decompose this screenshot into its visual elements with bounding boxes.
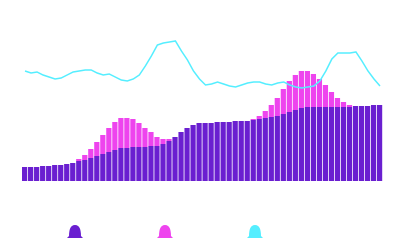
bar (106, 152, 112, 181)
bar (262, 118, 268, 181)
bar (346, 105, 353, 107)
bar (58, 165, 64, 181)
bar (268, 117, 274, 181)
bar (364, 106, 371, 181)
bar (334, 98, 341, 107)
bar (106, 128, 112, 152)
bar (292, 110, 298, 181)
bar (88, 149, 94, 158)
bar (298, 71, 304, 108)
bar (64, 164, 70, 181)
bar (118, 118, 124, 148)
bar (118, 148, 124, 181)
bar (76, 159, 82, 161)
bar (376, 105, 383, 181)
bar (184, 128, 190, 181)
bar (136, 147, 142, 181)
bar (100, 135, 106, 154)
bar (52, 165, 58, 181)
bar (310, 74, 317, 107)
bar (178, 132, 184, 181)
bar (124, 118, 130, 148)
bar (88, 158, 94, 181)
bar (310, 107, 317, 181)
bar (340, 102, 347, 107)
bar (370, 105, 377, 181)
bar (166, 139, 172, 141)
bar (274, 116, 280, 181)
bar (244, 121, 250, 181)
bar (334, 107, 341, 181)
bar (166, 141, 172, 181)
bar (286, 112, 292, 181)
bar (358, 106, 365, 181)
bar (292, 75, 298, 110)
bar (82, 155, 88, 160)
bar (316, 107, 323, 181)
bar (190, 125, 196, 181)
bar (28, 167, 34, 181)
bar (154, 137, 160, 146)
bar (328, 92, 335, 107)
bar (22, 167, 28, 181)
bar (70, 163, 76, 181)
bar (130, 147, 136, 181)
bar (232, 121, 238, 181)
line (24, 40, 381, 89)
bar (226, 122, 232, 181)
bar (142, 128, 148, 147)
bar (100, 154, 106, 181)
bar (346, 107, 353, 181)
bar (136, 123, 142, 147)
bar (46, 166, 52, 181)
bar (322, 107, 329, 181)
bar (112, 150, 118, 181)
bar (220, 122, 226, 181)
bar (40, 166, 46, 181)
bar (160, 144, 166, 181)
bar (154, 146, 160, 181)
bar (250, 120, 256, 181)
bar (352, 106, 359, 181)
bar (280, 114, 286, 181)
bar (130, 119, 136, 147)
bar (328, 107, 335, 181)
bar (124, 148, 130, 181)
bar (304, 71, 310, 107)
bar (94, 156, 100, 181)
bar (250, 119, 256, 120)
legend-icon (247, 225, 263, 238)
bar (262, 111, 268, 118)
bar (238, 121, 244, 181)
bar (148, 146, 154, 181)
bar (160, 139, 166, 144)
bar (208, 123, 214, 181)
bar (172, 137, 178, 181)
bar (82, 160, 88, 181)
bar (202, 123, 208, 181)
bar (298, 108, 304, 181)
bar (196, 123, 202, 181)
bar (280, 89, 286, 114)
bar (112, 122, 118, 150)
bar (286, 81, 292, 112)
legend-icon (67, 225, 83, 238)
bar (322, 85, 329, 107)
bar (340, 107, 347, 181)
bar (94, 142, 100, 156)
bar (316, 79, 323, 107)
bar (256, 116, 262, 119)
bar (34, 167, 40, 181)
bar (148, 132, 154, 146)
bar (304, 107, 310, 181)
bar (268, 105, 274, 117)
bar (76, 161, 82, 181)
bar (142, 147, 148, 181)
bar (274, 98, 280, 116)
bar (256, 119, 262, 181)
legend-icon (157, 225, 173, 238)
bar (214, 122, 220, 181)
